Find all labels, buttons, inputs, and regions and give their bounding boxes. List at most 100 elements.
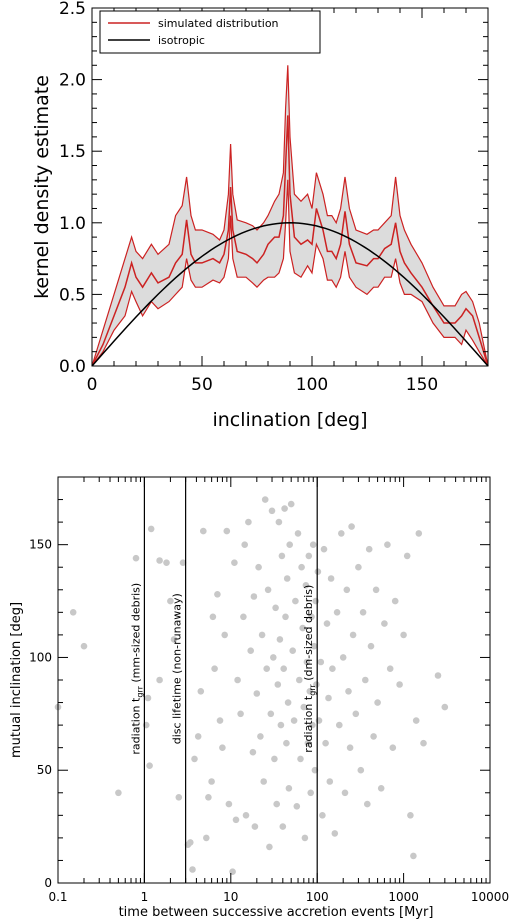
scatter-point xyxy=(298,563,305,571)
scatter-point xyxy=(286,541,294,548)
scatter-point xyxy=(359,609,367,616)
scatter-point xyxy=(268,507,276,515)
scatter-point xyxy=(300,703,308,711)
y-tick-label: 0 xyxy=(44,876,52,890)
scatter-point xyxy=(170,636,178,643)
scatter-point xyxy=(234,676,241,684)
simulated-distribution-upper-line xyxy=(91,65,489,367)
scatter-point xyxy=(412,717,420,724)
scatter-point xyxy=(352,710,360,718)
scatter-point xyxy=(308,613,315,621)
scatter-point xyxy=(325,694,332,702)
scatter-point xyxy=(253,690,261,697)
scatter-point xyxy=(289,647,297,654)
simulated-distribution-lower-line xyxy=(91,179,489,367)
scatter-point xyxy=(339,654,347,661)
scatter-point xyxy=(343,586,351,594)
scatter-point xyxy=(132,554,140,562)
scatter-point xyxy=(156,557,163,564)
scatter-point xyxy=(370,733,377,740)
scatter-point xyxy=(276,636,284,643)
legend-box xyxy=(99,10,321,54)
simulated-distribution-line xyxy=(91,115,489,367)
scatter-point xyxy=(357,766,365,774)
scatter-point xyxy=(386,665,394,672)
scatter-point xyxy=(232,816,240,824)
scatter-point xyxy=(320,545,328,553)
scatter-point xyxy=(284,699,292,706)
scatter-point xyxy=(338,530,345,537)
simulated-distribution-band xyxy=(92,65,488,367)
scatter-point xyxy=(317,658,325,666)
scatter-point xyxy=(326,778,334,785)
scatter-point xyxy=(309,541,317,548)
scatter-point xyxy=(163,559,170,566)
scatter-point xyxy=(245,518,252,526)
scatter-points xyxy=(54,496,449,875)
scatter-point xyxy=(420,739,427,747)
scatter-point xyxy=(189,866,196,873)
scatter-point xyxy=(285,785,293,792)
legend-simulated-label: simulated distribution xyxy=(158,17,279,30)
scatter-point xyxy=(80,642,88,650)
scatter-point xyxy=(355,563,362,571)
scatter-point xyxy=(384,541,391,548)
scatter-point xyxy=(197,688,205,695)
kde-x-axis-label: inclination [deg] xyxy=(212,409,367,431)
timescale-label: radiation tgrr (dm-sized debris) xyxy=(302,585,317,753)
scatter-point xyxy=(341,789,349,797)
scatter-point xyxy=(396,681,403,688)
scatter-point xyxy=(400,631,407,639)
scatter-point xyxy=(391,597,399,605)
scatter-point xyxy=(208,778,215,785)
scatter-point xyxy=(389,744,397,751)
y-tick-label: 50 xyxy=(37,763,52,777)
x-tick-label: 100 xyxy=(296,375,328,395)
y-tick-label: 2.5 xyxy=(59,0,86,19)
scatter-point xyxy=(367,642,375,650)
scatter-point xyxy=(322,739,329,747)
scatter-point xyxy=(349,631,357,639)
scatter-point xyxy=(175,794,183,801)
y-tick-label: 0.0 xyxy=(59,357,86,377)
x-tick-label: 100 xyxy=(306,890,329,904)
scatter-point xyxy=(258,631,266,639)
scatter-point xyxy=(319,812,326,819)
scatter-point xyxy=(266,843,273,851)
scatter-point xyxy=(282,613,289,621)
kde-y-tick-labels: 0.0 0.5 1.0 1.5 2.0 2.5 xyxy=(59,0,86,377)
scatter-point xyxy=(434,672,442,679)
scatter-point xyxy=(237,710,244,718)
scatter-point xyxy=(277,721,285,729)
scatter-point xyxy=(257,733,264,740)
scatter-point xyxy=(336,721,343,729)
y-tick-label: 150 xyxy=(29,538,52,552)
scatter-point xyxy=(381,620,388,627)
scatter-point xyxy=(301,834,309,842)
scatter-point xyxy=(179,559,187,566)
scatter-point xyxy=(216,717,224,724)
scatter-point xyxy=(247,647,254,654)
scatter-point xyxy=(293,803,301,810)
x-tick-label: 1000 xyxy=(388,890,419,904)
scatter-point xyxy=(309,721,316,729)
scatter-point xyxy=(250,593,258,600)
scatter-point xyxy=(305,552,313,560)
scatter-point xyxy=(333,609,341,616)
scatter-point xyxy=(147,525,155,533)
scatter-point xyxy=(310,642,318,650)
scatter-point xyxy=(297,755,304,763)
scatter-point xyxy=(251,823,259,830)
kde-y-axis-label: kernel density estimate xyxy=(31,75,53,299)
scatter-point xyxy=(280,665,288,672)
x-tick-label: 10 xyxy=(223,890,238,904)
scatter-point xyxy=(303,658,311,666)
scatter-point xyxy=(187,839,194,846)
scatter-point xyxy=(296,676,303,684)
scatter-point xyxy=(279,823,287,830)
scatter-point xyxy=(307,789,315,797)
scatter-point xyxy=(264,586,272,594)
scatter-point xyxy=(299,624,307,632)
scatter-point xyxy=(327,575,335,582)
scatter-point xyxy=(194,733,202,740)
